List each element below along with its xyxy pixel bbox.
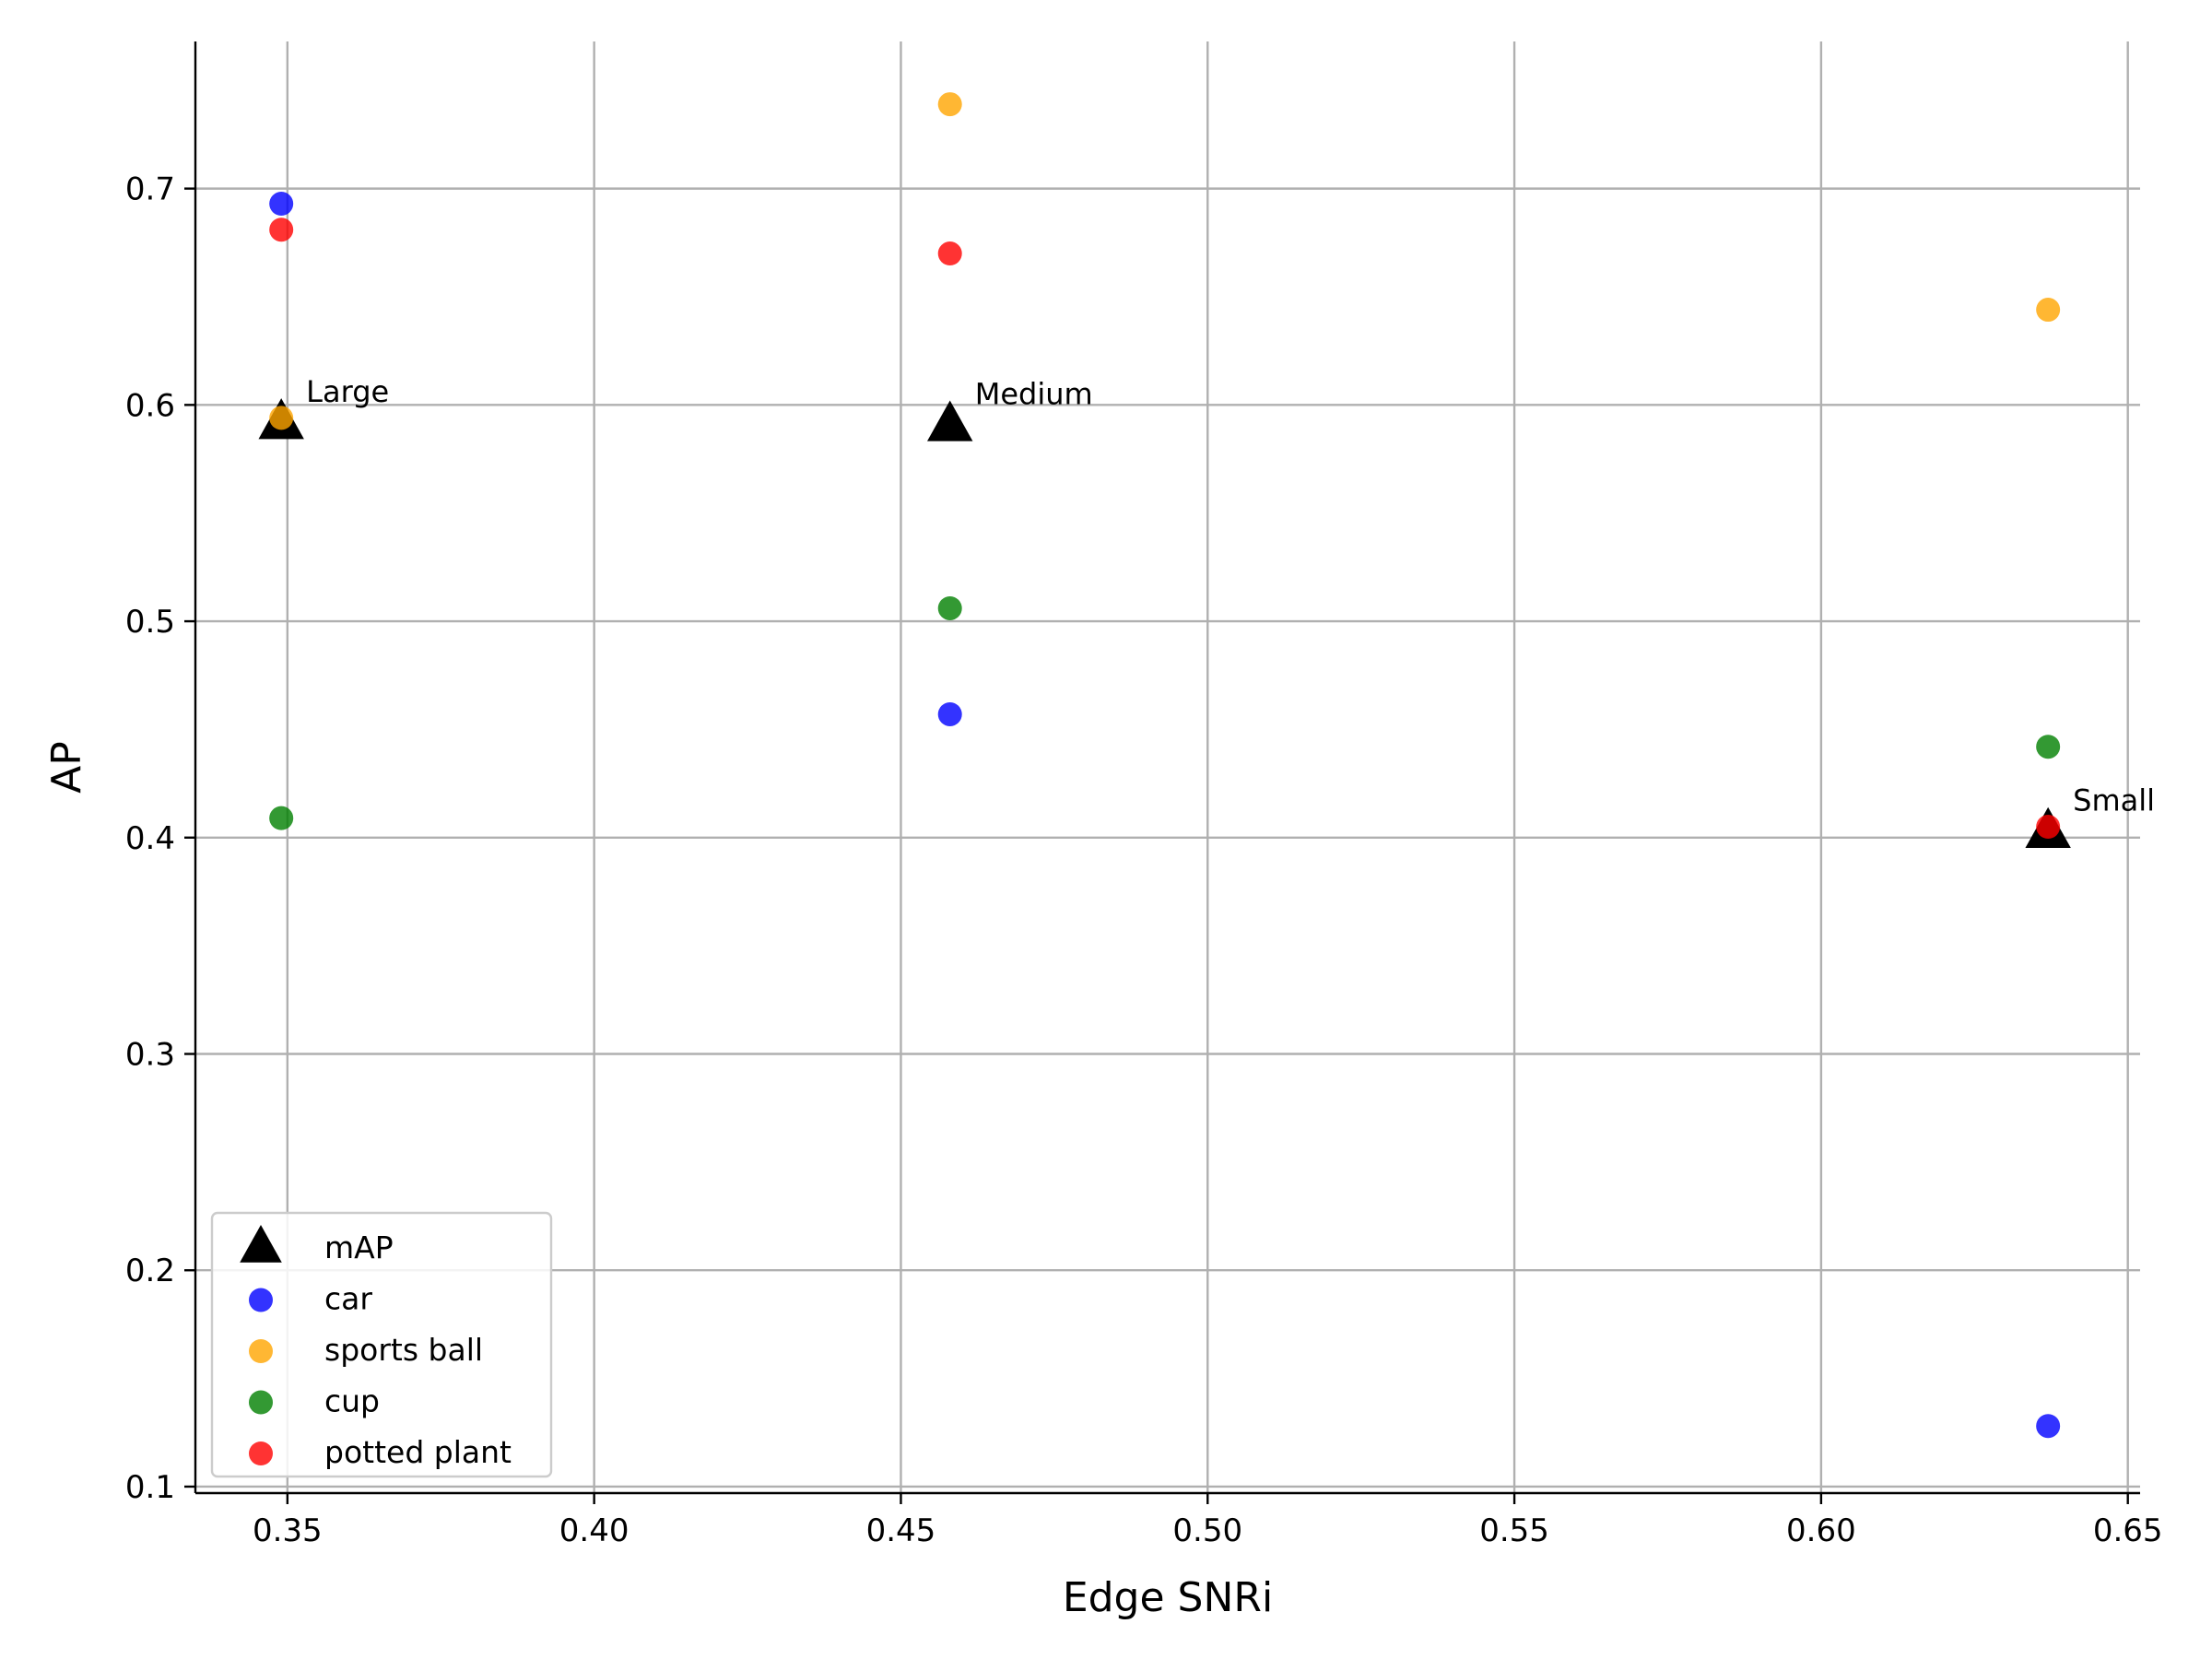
legend-marker-mAP (240, 1225, 282, 1263)
sports-ball-point (2036, 298, 2061, 323)
x-tick-label: 0.35 (253, 1512, 323, 1549)
y-tick-label: 0.5 (125, 604, 175, 641)
car-point (269, 192, 294, 217)
data-points (258, 92, 2071, 1439)
x-tick-label: 0.40 (559, 1512, 629, 1549)
y-tick-label: 0.1 (125, 1469, 175, 1506)
potted-plant-point (937, 241, 962, 266)
sports-ball-point (269, 406, 294, 430)
y-tick-label: 0.4 (125, 820, 175, 857)
legend-marker-car (249, 1288, 273, 1312)
y-tick-label: 0.2 (125, 1253, 175, 1289)
potted-plant-point (269, 218, 294, 242)
legend-box (210, 1211, 553, 1478)
x-axis-title: Edge SNRi (1063, 1574, 1273, 1621)
point-label-large: Large (306, 374, 389, 409)
legend-marker-potted-plant (249, 1441, 273, 1465)
point-label-medium: Medium (975, 376, 1093, 411)
map-marker (927, 400, 973, 441)
point-label-small: Small (2073, 783, 2155, 818)
x-tick-label: 0.45 (866, 1512, 936, 1549)
legend-label-car: car (324, 1281, 372, 1317)
x-tick-label: 0.65 (2093, 1512, 2163, 1549)
cup-point (269, 806, 294, 830)
axes: 0.35 0.40 0.45 0.50 0.55 0.60 0.65 0.1 0.2 0.3 0.4… (125, 41, 2163, 1549)
car-point (2036, 1414, 2061, 1439)
y-tick-label: 0.6 (125, 387, 175, 424)
legend: mAP car sports ball cup potted plant (210, 1211, 553, 1478)
legend-label-cup: cup (324, 1383, 380, 1419)
cup-point (937, 595, 962, 620)
legend-label-sports-ball: sports ball (324, 1332, 483, 1368)
legend-marker-cup (249, 1390, 273, 1415)
legend-label-mAP: mAP (324, 1230, 394, 1265)
car-point (937, 701, 962, 726)
legend-marker-sports-ball (249, 1339, 273, 1363)
y-tick-label: 0.3 (125, 1037, 175, 1074)
x-tick-label: 0.60 (1786, 1512, 1856, 1549)
legend-label-potted-plant: potted plant (324, 1434, 512, 1470)
cup-point (2036, 735, 2061, 759)
y-axis-title: AP (43, 741, 90, 794)
x-tick-label: 0.55 (1479, 1512, 1549, 1549)
y-tick-label: 0.7 (125, 171, 175, 208)
point-annotations: Large Medium Small (306, 374, 2155, 818)
potted-plant-point (2036, 815, 2061, 840)
sports-ball-point (937, 92, 962, 117)
x-tick-label: 0.50 (1172, 1512, 1242, 1549)
